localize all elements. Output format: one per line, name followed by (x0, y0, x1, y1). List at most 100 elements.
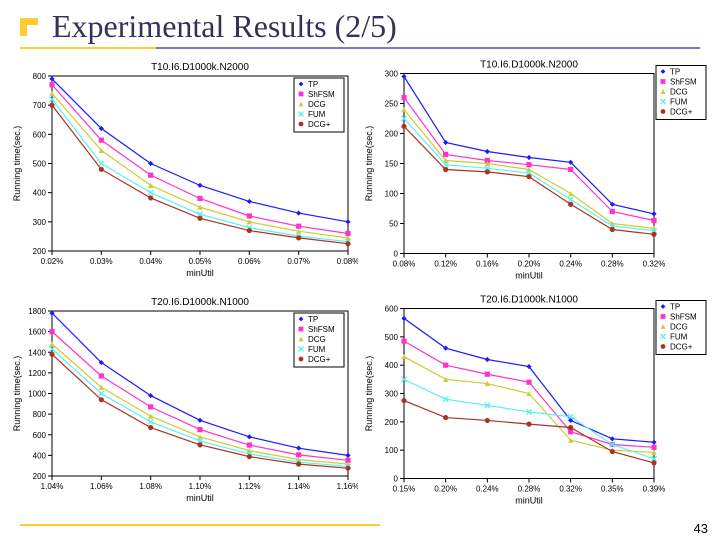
svg-text:1.14%: 1.14% (287, 482, 310, 491)
svg-text:ShFSM: ShFSM (308, 90, 335, 99)
svg-text:1200: 1200 (28, 369, 46, 378)
svg-text:400: 400 (33, 189, 47, 198)
svg-text:TP: TP (308, 315, 318, 324)
svg-text:0.12%: 0.12% (434, 260, 457, 269)
svg-text:1.16%: 1.16% (337, 482, 358, 491)
svg-text:0.15%: 0.15% (393, 485, 416, 494)
svg-text:0.08%: 0.08% (337, 257, 358, 266)
svg-text:1.06%: 1.06% (90, 482, 113, 491)
svg-text:600: 600 (33, 130, 47, 139)
svg-text:700: 700 (33, 101, 47, 110)
svg-text:800: 800 (33, 410, 47, 419)
svg-text:DCG: DCG (670, 88, 688, 97)
svg-text:DCG: DCG (308, 100, 326, 109)
svg-text:Running time(sec.): Running time(sec.) (364, 356, 374, 432)
chart-b: T10.I6.D1000k.N2000 0.08% 0.12% 0.16% 0.20% 0… (362, 53, 710, 284)
svg-text:FUM: FUM (670, 98, 688, 107)
svg-text:600: 600 (385, 305, 399, 314)
slide: Experimental Results (2/5) T10.I6.D1000k… (0, 0, 720, 540)
svg-text:1800: 1800 (28, 307, 46, 316)
svg-text:0.03%: 0.03% (90, 257, 113, 266)
svg-text:0.28%: 0.28% (601, 260, 624, 269)
svg-text:300: 300 (33, 218, 47, 227)
svg-text:0.24%: 0.24% (559, 260, 582, 269)
svg-text:400: 400 (385, 361, 399, 370)
svg-text:200: 200 (385, 130, 399, 139)
svg-text:0.04%: 0.04% (139, 257, 162, 266)
svg-text:0: 0 (394, 250, 399, 259)
svg-text:1.08%: 1.08% (139, 482, 162, 491)
title-rule (20, 47, 700, 49)
svg-text:FUM: FUM (308, 345, 326, 354)
svg-text:T20.I6.D1000k.N1000: T20.I6.D1000k.N1000 (480, 295, 578, 306)
svg-text:50: 50 (389, 220, 398, 229)
svg-text:minUtil: minUtil (515, 496, 543, 506)
svg-text:ShFSM: ShFSM (670, 313, 697, 322)
bullet-icon (20, 18, 38, 36)
svg-text:0.28%: 0.28% (518, 485, 541, 494)
svg-text:1.12%: 1.12% (238, 482, 261, 491)
svg-text:600: 600 (33, 431, 47, 440)
svg-text:T20.I6.D1000k.N1000: T20.I6.D1000k.N1000 (151, 297, 249, 308)
chart-d: T20.I6.D1000k.N1000 0.15% 0.20% 0.24% 0.28% 0… (362, 288, 710, 509)
svg-text:0.07%: 0.07% (287, 257, 310, 266)
svg-text:0: 0 (394, 475, 399, 484)
svg-text:DCG+: DCG+ (308, 120, 331, 129)
svg-text:DCG: DCG (308, 335, 326, 344)
svg-text:minUtil: minUtil (186, 268, 214, 278)
page-number: 43 (694, 521, 708, 536)
svg-text:T10.I6.D1000k.N2000: T10.I6.D1000k.N2000 (480, 60, 578, 71)
svg-text:0.08%: 0.08% (393, 260, 416, 269)
svg-text:0.05%: 0.05% (189, 257, 212, 266)
svg-text:100: 100 (385, 446, 399, 455)
svg-text:0.06%: 0.06% (238, 257, 261, 266)
svg-text:T10.I6.D1000k.N2000: T10.I6.D1000k.N2000 (151, 62, 249, 73)
svg-text:DCG+: DCG+ (670, 108, 693, 117)
svg-text:DCG+: DCG+ (308, 355, 331, 364)
svg-text:minUtil: minUtil (515, 271, 543, 281)
svg-text:100: 100 (385, 190, 399, 199)
svg-text:250: 250 (385, 100, 399, 109)
svg-text:Running time(sec.): Running time(sec.) (12, 356, 22, 432)
svg-text:500: 500 (33, 160, 47, 169)
svg-text:FUM: FUM (670, 333, 688, 342)
svg-text:0.35%: 0.35% (601, 485, 624, 494)
svg-text:ShFSM: ShFSM (308, 325, 335, 334)
svg-text:1.10%: 1.10% (189, 482, 212, 491)
footer: 43 (0, 516, 720, 540)
svg-text:200: 200 (33, 247, 47, 256)
svg-text:DCG: DCG (670, 323, 688, 332)
svg-text:Running time(sec.): Running time(sec.) (12, 126, 22, 202)
svg-text:200: 200 (33, 472, 47, 481)
svg-text:ShFSM: ShFSM (670, 78, 697, 87)
svg-text:150: 150 (385, 160, 399, 169)
svg-text:0.20%: 0.20% (518, 260, 541, 269)
svg-text:Running time(sec.): Running time(sec.) (364, 126, 374, 202)
svg-text:1400: 1400 (28, 348, 46, 357)
svg-text:0.20%: 0.20% (434, 485, 457, 494)
svg-text:TP: TP (308, 80, 318, 89)
svg-text:1600: 1600 (28, 328, 46, 337)
svg-text:1000: 1000 (28, 390, 46, 399)
svg-text:0.32%: 0.32% (643, 260, 666, 269)
chart-c: T20.I6.D1000k.N10001.04%1.06%1.08%1.10%1… (10, 288, 358, 509)
charts-grid: T10.I6.D1000k.N2000 0.02% 0.03% 0.04% 0.05% 0… (0, 53, 720, 501)
svg-text:0.24%: 0.24% (476, 485, 499, 494)
svg-text:0.32%: 0.32% (559, 485, 582, 494)
svg-text:300: 300 (385, 390, 399, 399)
svg-text:800: 800 (33, 72, 47, 81)
svg-text:FUM: FUM (308, 110, 326, 119)
svg-text:0.16%: 0.16% (476, 260, 499, 269)
chart-a: T10.I6.D1000k.N2000 0.02% 0.03% 0.04% 0.05% 0… (10, 53, 358, 284)
title-bar: Experimental Results (2/5) (0, 0, 720, 47)
svg-text:500: 500 (385, 333, 399, 342)
svg-text:0.02%: 0.02% (41, 257, 64, 266)
svg-text:DCG+: DCG+ (670, 343, 693, 352)
svg-text:TP: TP (670, 68, 680, 77)
svg-text:200: 200 (385, 418, 399, 427)
page-title: Experimental Results (2/5) (52, 8, 397, 45)
svg-text:400: 400 (33, 451, 47, 460)
svg-text:minUtil: minUtil (186, 493, 214, 503)
svg-text:TP: TP (670, 303, 680, 312)
footer-rule (20, 524, 380, 526)
